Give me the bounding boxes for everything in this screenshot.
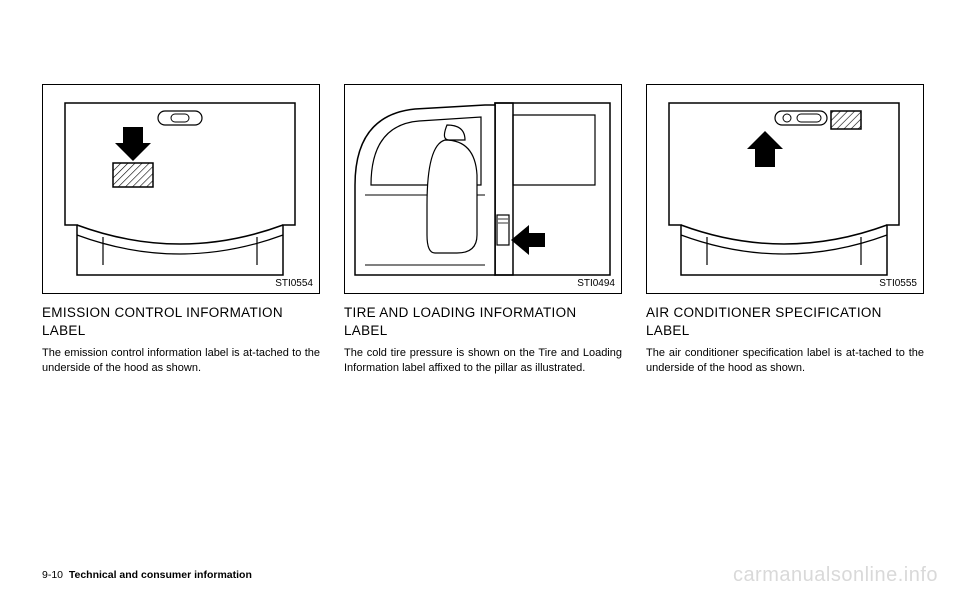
watermark: carmanualsonline.info xyxy=(733,564,938,587)
column-3: STI0555 AIR CONDITIONER SPECIFICATION LA… xyxy=(646,84,924,376)
figure-tire-label: STI0494 xyxy=(344,84,622,294)
body-2: The cold tire pressure is shown on the T… xyxy=(344,346,622,376)
figure-code-2: STI0494 xyxy=(577,278,615,289)
heading-2: TIRE AND LOADING INFORMATION LABEL xyxy=(344,304,622,340)
column-1: STI0554 EMISSION CONTROL INFORMATION LAB… xyxy=(42,84,320,376)
figure-ac-label: STI0555 xyxy=(646,84,924,294)
heading-3: AIR CONDITIONER SPECIFICATION LABEL xyxy=(646,304,924,340)
hood-diagram-2 xyxy=(647,85,921,291)
figure-emission-label: STI0554 xyxy=(42,84,320,294)
figure-code-3: STI0555 xyxy=(879,278,917,289)
column-2: STI0494 TIRE AND LOADING INFORMATION LAB… xyxy=(344,84,622,376)
figure-code-1: STI0554 xyxy=(275,278,313,289)
door-diagram xyxy=(345,85,619,291)
section-title: Technical and consumer information xyxy=(69,569,252,581)
page-number: 9-10 xyxy=(42,569,63,581)
body-3: The air conditioner specification label … xyxy=(646,346,924,376)
heading-1: EMISSION CONTROL INFORMATION LABEL xyxy=(42,304,320,340)
content-columns: STI0554 EMISSION CONTROL INFORMATION LAB… xyxy=(42,84,918,376)
body-1: The emission control information label i… xyxy=(42,346,320,376)
hood-diagram-1 xyxy=(43,85,317,291)
page-footer: 9-10 Technical and consumer information xyxy=(42,569,252,581)
